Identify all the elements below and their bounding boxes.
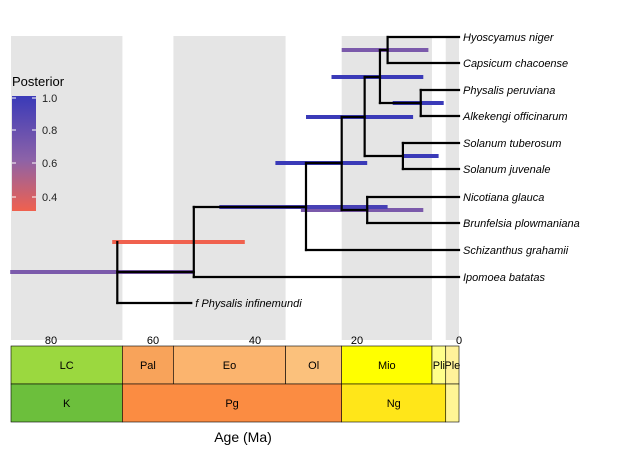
- timescale-label: Eo: [223, 360, 236, 372]
- tip-label: Schizanthus grahamii: [463, 245, 569, 257]
- timescale-cell: [285, 345, 343, 385]
- tip-labels: Hyoscyamus niger Capsicum chacoense Physal…: [195, 32, 580, 310]
- tip-label: Brunfelsia plowmaniana: [463, 218, 580, 230]
- tip-label: Hyoscyamus niger: [463, 32, 555, 44]
- tip-label: Nicotiana glauca: [463, 192, 544, 204]
- legend-colorbar: [12, 96, 36, 211]
- x-tick-label: 20: [351, 335, 363, 347]
- legend-label: 0.6: [42, 158, 57, 170]
- tip-label: Alkekengi officinarum: [462, 111, 568, 123]
- timescale-label: Pli: [433, 360, 445, 372]
- timescale-label: Pal: [140, 360, 156, 372]
- timescale-label: LC: [60, 360, 74, 372]
- x-tick-label: 60: [147, 335, 159, 347]
- tip-label: Physalis peruviana: [463, 85, 555, 97]
- geologic-timescale: LC Pal Eo Ol Mio Pli Ple K Pg Ng: [10, 345, 460, 423]
- plot-background-bands: [11, 36, 459, 340]
- tip-label: Ipomoea batatas: [463, 272, 545, 284]
- legend-label: 0.8: [42, 125, 57, 137]
- timescale-cell: [122, 345, 174, 385]
- x-axis-title: Age (Ma): [214, 429, 272, 445]
- posterior-legend: Posterior 1.0 0.8 0.6 0.4: [12, 74, 65, 211]
- x-axis: 80 60 40 20 0: [45, 335, 462, 347]
- legend-label: 0.4: [42, 192, 57, 204]
- legend-title: Posterior: [12, 74, 65, 89]
- tip-label: Capsicum chacoense: [463, 58, 568, 70]
- timescale-label: Ng: [387, 398, 401, 410]
- tip-label: f Physalis infinemundi: [195, 298, 302, 310]
- timescale-cell: [341, 383, 447, 423]
- grid-band: [173, 36, 286, 340]
- timescale-cell: [10, 383, 123, 423]
- tip-label: Solanum juvenale: [463, 164, 550, 176]
- x-tick-label: 80: [45, 335, 57, 347]
- timescale-cell: [173, 345, 286, 385]
- tree-branches: [116, 35, 461, 305]
- timescale-label: K: [63, 398, 71, 410]
- x-tick-label: 0: [456, 335, 462, 347]
- grid-band: [341, 36, 432, 340]
- grid-band: [445, 36, 459, 340]
- timescale-cell: [122, 383, 343, 423]
- legend-label: 1.0: [42, 93, 57, 105]
- timescale-cell: [445, 383, 460, 423]
- timescale-cell: [10, 345, 123, 385]
- timescale-label: Ple: [444, 360, 460, 372]
- timescale-label: Ol: [308, 360, 319, 372]
- tip-label: Solanum tuberosum: [463, 138, 561, 150]
- x-tick-label: 40: [249, 335, 261, 347]
- timescale-label: Mio: [378, 360, 396, 372]
- timescale-label: Pg: [225, 398, 238, 410]
